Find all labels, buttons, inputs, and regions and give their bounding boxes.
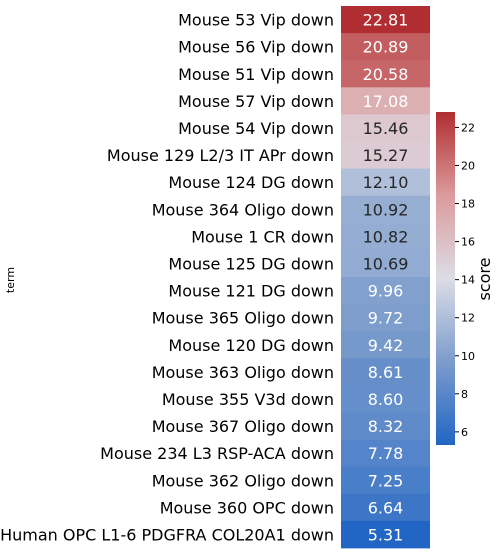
table-row: 20.89 Mouse 56 Vip down	[178, 33, 430, 61]
row-tick-label: Mouse 124 DG down	[168, 173, 334, 192]
cell-value-label: 20.58	[363, 65, 409, 84]
cell-value-label: 20.89	[363, 38, 409, 57]
heatmap-cell	[341, 412, 430, 440]
table-row: 10.69 Mouse 125 DG down	[168, 249, 430, 278]
table-row: 17.08 Mouse 57 Vip down	[178, 87, 430, 115]
row-tick-label: Mouse 360 OPC down	[160, 498, 334, 517]
colorbar-tick-label: 14	[461, 274, 475, 287]
heatmap-cell	[341, 466, 430, 495]
row-tick-label: Mouse 125 DG down	[168, 254, 334, 273]
row-tick-label: Mouse 234 L3 RSP-ACA down	[100, 444, 334, 463]
colorbar-tick-label: 10	[461, 350, 475, 363]
table-row: 7.25 Mouse 362 Oligo down	[152, 466, 430, 495]
colorbar-tick-label: 16	[461, 236, 475, 249]
colorbar: 6 8 10 12 14 16 18 20 22 score	[436, 112, 494, 445]
colorbar-tick-label: 8	[461, 388, 468, 401]
cell-value-label: 15.27	[363, 146, 409, 165]
cell-value-label: 8.32	[368, 417, 404, 436]
table-row: 22.81 Mouse 53 Vip down	[178, 6, 430, 34]
heatmap-cell	[341, 385, 430, 413]
cell-value-label: 6.64	[368, 498, 404, 517]
row-tick-label: Mouse 1 CR down	[191, 227, 334, 246]
cell-value-label: 10.82	[363, 227, 409, 246]
row-tick-label: Mouse 362 Oligo down	[152, 471, 334, 490]
heatmap-cell	[341, 493, 430, 522]
heatmap-rows: 22.81 Mouse 53 Vip down 20.89 Mouse 56 Vip …	[0, 6, 430, 549]
row-tick-label: Mouse 363 Oligo down	[152, 363, 334, 382]
table-row: 8.61 Mouse 363 Oligo down	[152, 358, 430, 386]
heatmap-cell	[341, 195, 430, 224]
row-tick-label: Mouse 120 DG down	[168, 336, 334, 355]
row-tick-label: Mouse 364 Oligo down	[152, 200, 334, 219]
heatmap-cell	[341, 141, 430, 169]
colorbar-ticks: 6 8 10 12 14 16 18 20 22	[455, 121, 475, 439]
table-row: 8.60 Mouse 355 V3d down	[162, 385, 430, 413]
table-row: 8.32 Mouse 367 Oligo down	[152, 412, 430, 440]
heatmap-cell	[341, 358, 430, 386]
colorbar-tick-label: 22	[461, 121, 475, 134]
table-row: 15.46 Mouse 54 Vip down	[178, 114, 430, 142]
row-tick-label: Mouse 129 L2/3 IT APr down	[107, 146, 334, 165]
cell-value-label: 8.60	[368, 390, 404, 409]
row-tick-label: Mouse 121 DG down	[168, 282, 334, 301]
row-tick-label: Mouse 57 Vip down	[178, 92, 334, 111]
heatmap-cell	[341, 114, 430, 142]
cell-value-label: 12.10	[363, 173, 409, 192]
row-tick-label: Human OPC L1-6 PDGFRA COL20A1 down	[0, 525, 334, 544]
cell-value-label: 10.69	[363, 254, 409, 273]
table-row: 5.31 Human OPC L1-6 PDGFRA COL20A1 down	[0, 520, 430, 549]
cell-value-label: 7.25	[368, 471, 404, 490]
row-tick-label: Mouse 367 Oligo down	[152, 417, 334, 436]
table-row: 15.27 Mouse 129 L2/3 IT APr down	[107, 141, 430, 169]
table-row: 12.10 Mouse 124 DG down	[168, 168, 430, 197]
colorbar-label: score	[475, 258, 494, 301]
row-tick-label: Mouse 56 Vip down	[178, 38, 334, 57]
heatmap-cell	[341, 331, 430, 359]
row-tick-label: Mouse 365 Oligo down	[152, 309, 334, 328]
heatmap-cell	[341, 6, 430, 34]
colorbar-tick-label: 6	[461, 426, 468, 439]
cell-value-label: 17.08	[363, 92, 409, 111]
heatmap-cell	[341, 277, 430, 305]
table-row: 20.58 Mouse 51 Vip down	[178, 60, 430, 88]
row-tick-label: Mouse 51 Vip down	[178, 65, 334, 84]
heatmap-cell	[341, 249, 430, 278]
heatmap-cell	[341, 439, 430, 468]
table-row: 10.92 Mouse 364 Oligo down	[152, 195, 430, 224]
cell-value-label: 22.81	[363, 11, 409, 30]
row-tick-label: Mouse 355 V3d down	[162, 390, 334, 409]
table-row: 9.96 Mouse 121 DG down	[168, 277, 430, 305]
colorbar-tick-label: 20	[461, 159, 475, 172]
heatmap-cell	[341, 520, 430, 549]
cell-value-label: 9.42	[368, 336, 404, 355]
table-row: 6.64 Mouse 360 OPC down	[160, 493, 430, 522]
colorbar-gradient	[436, 112, 455, 445]
table-row: 9.72 Mouse 365 Oligo down	[152, 304, 430, 332]
cell-value-label: 9.72	[368, 309, 404, 328]
cell-value-label: 10.92	[363, 200, 409, 219]
row-tick-label: Mouse 53 Vip down	[178, 11, 334, 30]
cell-value-label: 8.61	[368, 363, 404, 382]
cell-value-label: 5.31	[368, 525, 404, 544]
cell-value-label: 9.96	[368, 282, 404, 301]
table-row: 9.42 Mouse 120 DG down	[168, 331, 430, 359]
table-row: 7.78 Mouse 234 L3 RSP-ACA down	[100, 439, 430, 468]
heatmap-cell	[341, 33, 430, 61]
cell-value-label: 7.78	[368, 444, 404, 463]
heatmap-cell	[341, 87, 430, 115]
heatmap-cell	[341, 60, 430, 88]
cell-value-label: 15.46	[363, 119, 409, 138]
heatmap-cell	[341, 222, 430, 251]
heatmap-cell	[341, 168, 430, 197]
y-axis-label: term	[4, 267, 17, 293]
colorbar-tick-label: 12	[461, 312, 475, 325]
colorbar-tick-label: 18	[461, 198, 475, 211]
row-tick-label: Mouse 54 Vip down	[178, 119, 334, 138]
heatmap-cell	[341, 304, 430, 332]
table-row: 10.82 Mouse 1 CR down	[191, 222, 430, 251]
